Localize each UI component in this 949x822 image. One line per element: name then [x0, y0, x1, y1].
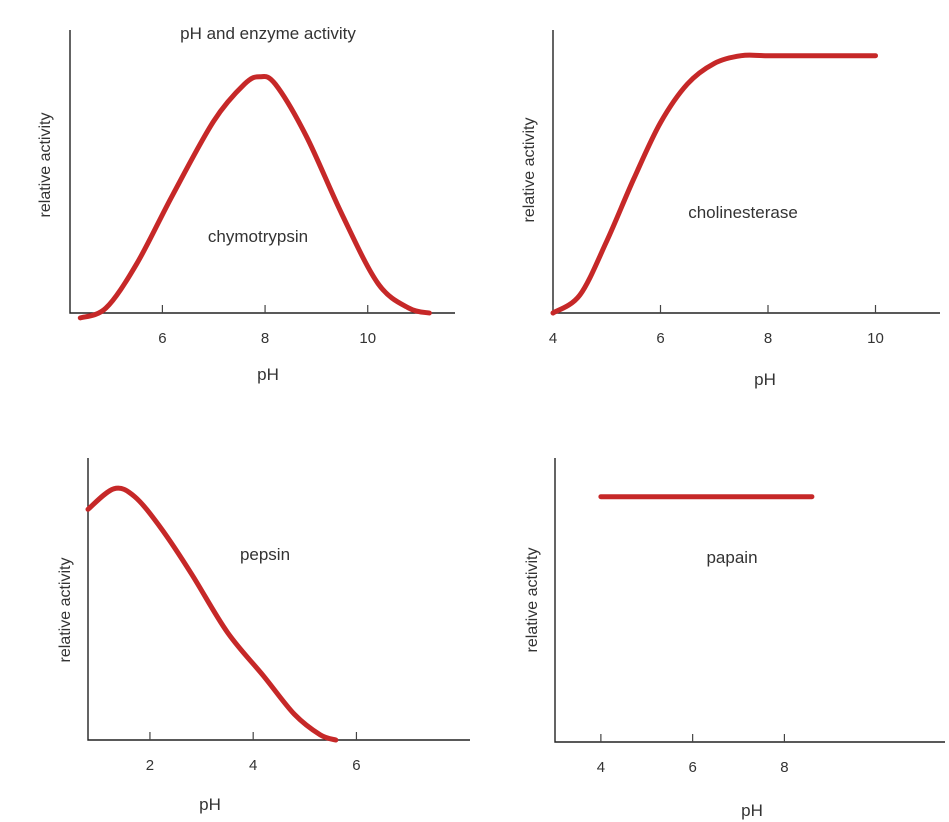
enzyme-label: cholinesterase: [688, 203, 798, 222]
x-tick-label: 10: [359, 330, 376, 347]
x-tick-label: 6: [688, 759, 696, 776]
axes: [87, 458, 470, 741]
series-line: [85, 485, 339, 743]
y-axis-label: relative activity: [524, 548, 541, 653]
x-tick-label: 6: [656, 330, 664, 347]
enzyme-label: pepsin: [240, 545, 290, 564]
enzyme-label: papain: [706, 548, 757, 567]
enzyme-label: chymotrypsin: [208, 227, 308, 246]
x-tick-label: 10: [867, 330, 884, 347]
x-axis-label: pH: [257, 365, 279, 384]
y-axis-label: relative activity: [37, 113, 54, 218]
chart-papain: 4 6 8 pH relative activity papain: [524, 458, 945, 820]
x-tick-label: 4: [249, 757, 257, 774]
chart-cholinesterase: 4 6 8 10 pH relative activity cholinesteras…: [521, 30, 940, 389]
figure-title: pH and enzyme activity: [180, 24, 356, 43]
chart-pepsin: 2 4 6 pH relative activity pepsin: [57, 458, 470, 814]
axes: [554, 458, 945, 743]
x-axis-label: pH: [199, 795, 221, 814]
x-tick-label: 2: [146, 757, 154, 774]
x-axis-label: pH: [741, 801, 763, 820]
x-tick-label: 4: [597, 759, 605, 776]
x-axis-label: pH: [754, 370, 776, 389]
x-tick-label: 8: [764, 330, 772, 347]
y-axis-label: relative activity: [57, 558, 74, 663]
series-line: [77, 74, 432, 321]
series-line: [550, 52, 878, 316]
y-axis-label: relative activity: [521, 118, 538, 223]
x-tick-label: 8: [780, 759, 788, 776]
axes: [69, 30, 455, 314]
chart-chymotrypsin: 6 8 10 pH relative activity chymotrypsin: [37, 30, 455, 384]
x-tick-label: 4: [549, 330, 557, 347]
x-tick-label: 8: [261, 330, 269, 347]
x-tick-label: 6: [158, 330, 166, 347]
x-tick-label: 6: [352, 757, 360, 774]
axes: [552, 30, 940, 314]
